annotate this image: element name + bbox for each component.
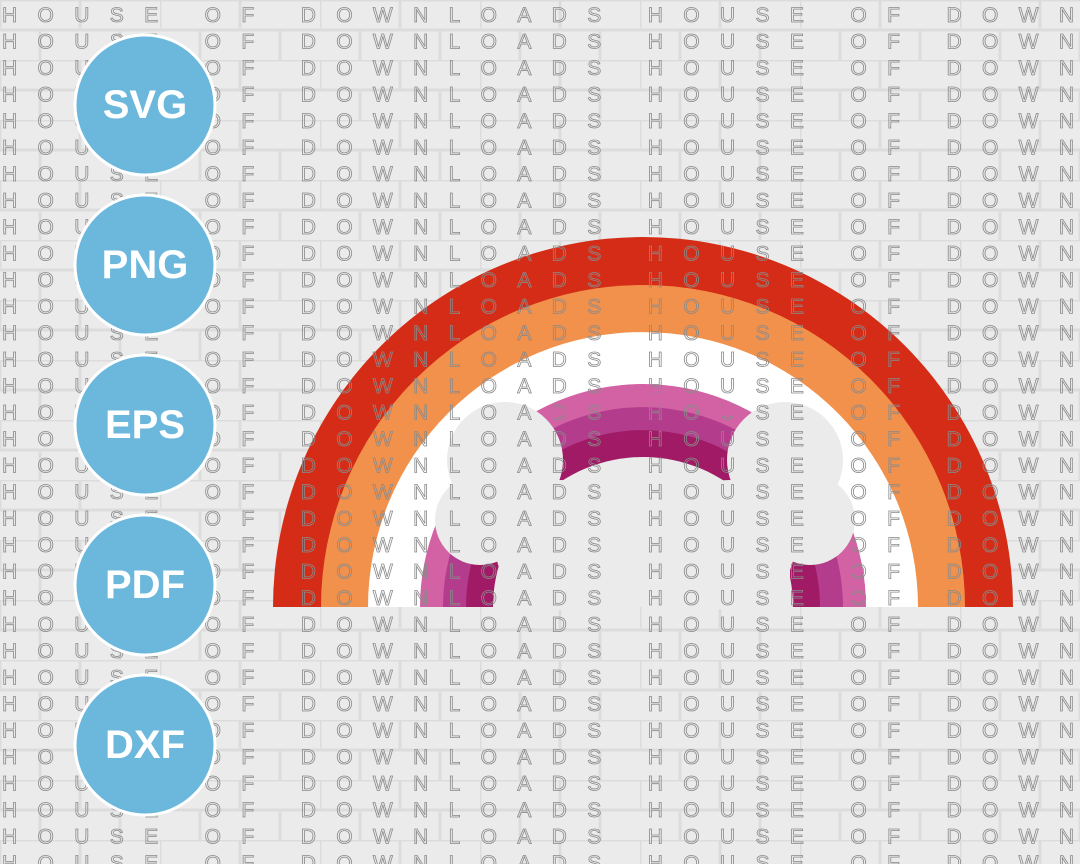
badge-label: PDF — [105, 563, 185, 607]
badge-circle — [73, 513, 217, 657]
badge-circle — [73, 33, 217, 177]
format-badges: SVG PNG EPS PDF DXF — [73, 33, 217, 817]
badge-label: PNG — [102, 243, 189, 287]
badge-circle — [73, 193, 217, 337]
badge-label: DXF — [105, 723, 185, 767]
badge-circle — [73, 673, 217, 817]
clouds — [435, 402, 855, 610]
badge-circle — [73, 353, 217, 497]
rainbow — [273, 237, 1013, 610]
badge-label: SVG — [103, 83, 187, 127]
badge-label: EPS — [105, 403, 185, 447]
